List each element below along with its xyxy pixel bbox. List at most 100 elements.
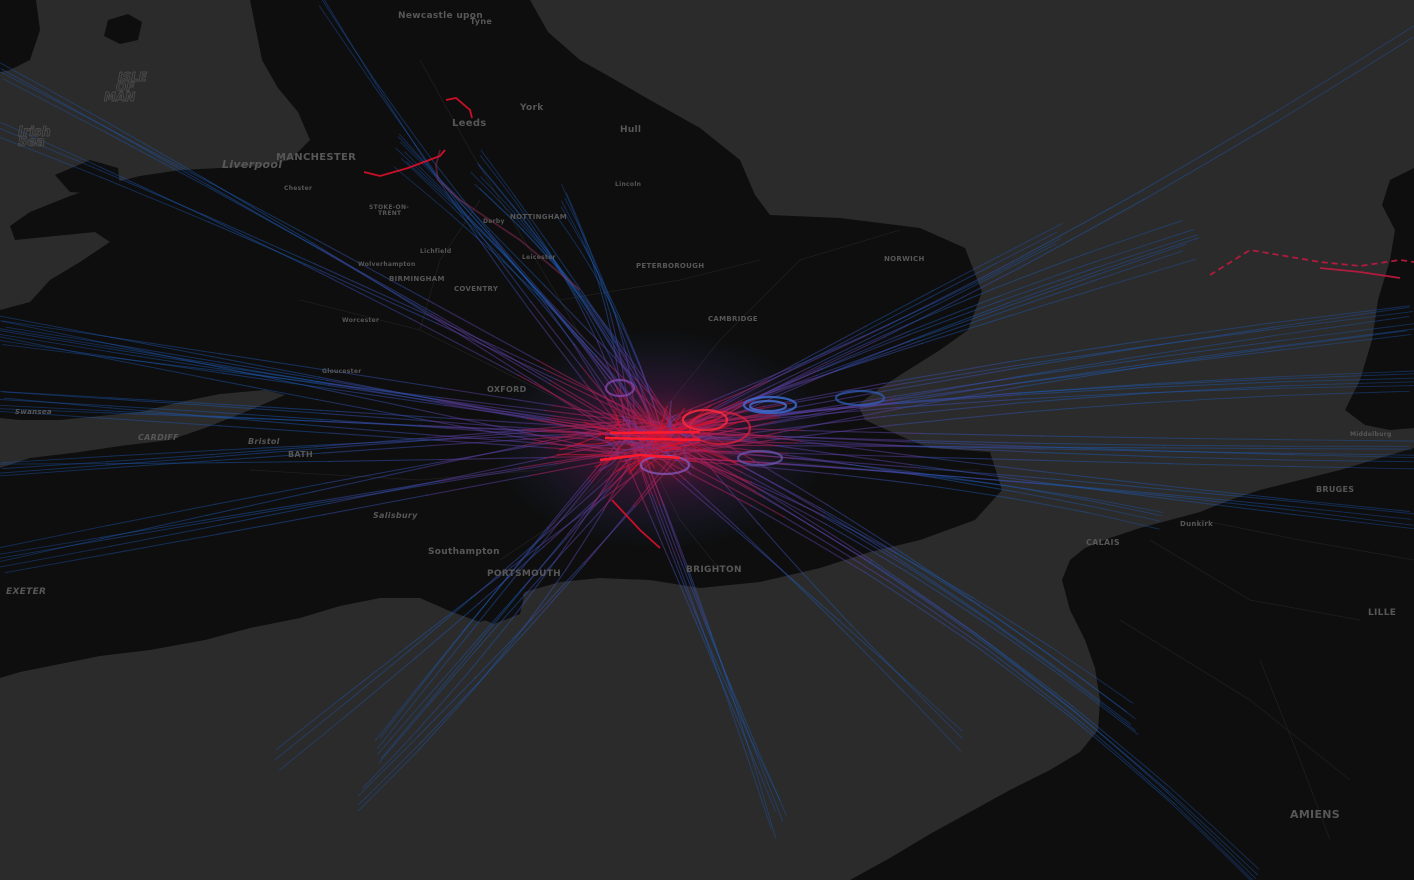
flight-route <box>2 78 107 133</box>
flight-route <box>318 376 431 400</box>
flight-route <box>731 689 758 757</box>
hub-approach-track <box>566 416 640 447</box>
flight-route <box>0 399 112 407</box>
flight-route <box>216 447 328 458</box>
flight-route <box>531 284 573 333</box>
flight-route <box>684 478 739 530</box>
flight-route <box>204 502 310 521</box>
flight-route <box>883 361 1010 384</box>
flight-route <box>475 235 531 311</box>
flight-route <box>213 415 322 422</box>
flight-route <box>2 461 108 470</box>
flight-route <box>207 221 321 272</box>
flight-route <box>502 261 553 310</box>
flight-route <box>1166 789 1259 876</box>
flight-route <box>1278 385 1414 389</box>
label-lichfield: Lichfield <box>420 248 452 255</box>
flight-route <box>1138 326 1273 349</box>
flight-route <box>753 461 843 469</box>
flight-route <box>105 357 212 380</box>
flight-route <box>473 589 522 644</box>
flight-route <box>841 467 927 477</box>
flight-route <box>214 405 324 414</box>
flight-route <box>1043 435 1168 439</box>
flight-route <box>447 197 498 247</box>
flight-route <box>897 398 1022 409</box>
flight-route <box>903 445 1038 453</box>
flight-route <box>1271 306 1410 328</box>
flight-route <box>110 524 221 547</box>
flight-route <box>103 335 212 357</box>
flight-route <box>1146 385 1282 394</box>
flight-route <box>100 341 206 365</box>
flight-route <box>444 404 555 422</box>
label-exeter: EXETER <box>6 587 46 597</box>
flight-route <box>757 523 804 574</box>
flight-route <box>1015 355 1144 378</box>
flight-route <box>727 522 783 571</box>
flight-route <box>1287 505 1412 520</box>
flight-route <box>580 250 604 290</box>
flight-route <box>473 628 524 690</box>
flight-route <box>1084 220 1183 255</box>
flight-route <box>1044 459 1172 465</box>
hub-approach-track <box>628 446 682 473</box>
flight-route <box>1060 675 1139 735</box>
flight-route <box>425 298 539 361</box>
flight-route <box>566 192 585 235</box>
flight-route <box>314 420 420 426</box>
flight-route <box>217 368 330 386</box>
land-ireland-edge <box>0 0 40 72</box>
flight-route <box>395 147 449 199</box>
flight-route <box>774 435 910 443</box>
flight-route <box>1074 711 1169 794</box>
flight-route <box>649 493 672 554</box>
flight-route <box>1292 454 1414 459</box>
flight-route <box>540 293 581 341</box>
flight-route <box>422 629 466 684</box>
flight-route <box>1 455 112 464</box>
flight-route <box>1088 512 1160 530</box>
flight-route <box>1273 316 1410 337</box>
flight-route <box>906 288 994 326</box>
flight-route <box>754 767 777 839</box>
runway-track <box>609 430 701 435</box>
flight-route <box>1291 459 1414 463</box>
flight-route <box>554 505 593 563</box>
hub-approach-track <box>628 418 649 446</box>
flight-route <box>1000 275 1095 309</box>
flight-route <box>619 353 627 395</box>
flight-route <box>412 603 480 661</box>
flight-route <box>378 705 429 764</box>
flight-route <box>100 514 208 540</box>
flight-route <box>757 749 787 816</box>
flight-route <box>776 445 913 466</box>
flight-route <box>546 247 575 296</box>
holding-loop <box>748 399 788 413</box>
flight-route <box>1093 229 1195 263</box>
flight-route <box>418 631 464 686</box>
flight-route <box>614 351 622 397</box>
flight-route <box>413 467 521 486</box>
flight-route <box>374 684 420 742</box>
flight-route <box>1144 345 1281 365</box>
flight-route <box>489 236 533 286</box>
flight-route <box>1290 439 1414 442</box>
flight-route <box>373 85 428 163</box>
flight-route <box>405 596 473 649</box>
flight-route <box>219 425 331 434</box>
flight-route <box>908 299 1003 336</box>
flight-route <box>503 254 547 302</box>
flight-route <box>1020 392 1149 400</box>
flight-route <box>821 331 909 370</box>
flight-route <box>1005 269 1102 305</box>
flight-route <box>907 445 1038 448</box>
flight-route <box>740 367 810 402</box>
flight-route <box>470 171 513 216</box>
flight-route <box>1137 322 1272 343</box>
flight-route <box>517 224 556 267</box>
flight-route <box>659 505 683 565</box>
flight-route <box>1036 446 1165 449</box>
